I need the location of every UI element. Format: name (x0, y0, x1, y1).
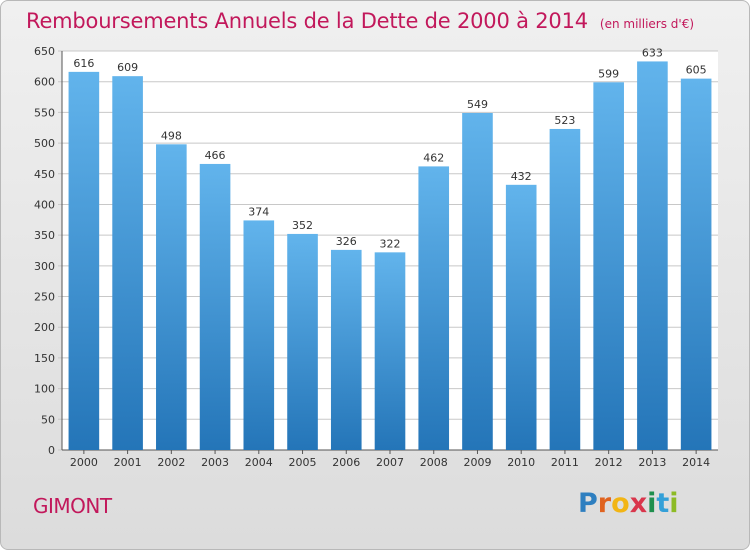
y-tick-label: 50 (41, 413, 55, 426)
data-label: 432 (511, 170, 532, 183)
data-label: 605 (686, 64, 707, 77)
data-label: 352 (292, 219, 313, 232)
data-label: 374 (248, 205, 269, 218)
data-label: 466 (205, 149, 226, 162)
bar-2014 (680, 78, 712, 450)
x-tick-label: 2014 (682, 456, 710, 469)
bar-2012 (593, 82, 624, 450)
bar-2000 (68, 71, 100, 451)
city-name: GIMONT (33, 494, 112, 518)
data-label: 549 (467, 98, 488, 111)
y-tick-label: 350 (34, 229, 55, 242)
bar-2007 (374, 252, 406, 450)
y-tick-label: 600 (34, 76, 55, 89)
y-tick-label: 550 (34, 106, 55, 119)
bar-2001 (112, 76, 143, 450)
y-tick-label: 250 (34, 291, 55, 304)
proxiti-logo: Proxiti (578, 488, 679, 519)
data-label: 633 (642, 46, 663, 59)
chart-title-text: Remboursements Annuels de la Dette de 20… (26, 9, 588, 33)
y-tick-label: 500 (34, 137, 55, 150)
x-tick-label: 2006 (332, 456, 360, 469)
x-tick-label: 2001 (114, 456, 142, 469)
logo-letter: i (647, 488, 657, 519)
x-tick-label: 2004 (245, 456, 273, 469)
x-tick-label: 2008 (420, 456, 448, 469)
bar-2011 (549, 128, 581, 450)
y-tick-label: 200 (34, 321, 55, 334)
bar-2003 (199, 163, 231, 450)
logo-letter: x (629, 488, 648, 519)
y-tick-label: 400 (34, 198, 55, 211)
y-tick-label: 450 (34, 168, 55, 181)
x-tick-label: 2005 (289, 456, 317, 469)
bar-2013 (637, 61, 668, 450)
bar-2008 (418, 166, 450, 450)
y-tick-label: 300 (34, 260, 55, 273)
data-label: 523 (554, 114, 575, 127)
chart-title: Remboursements Annuels de la Dette de 20… (26, 9, 694, 33)
bar-2010 (505, 184, 537, 450)
chart-subtitle: (en milliers d'€) (599, 17, 695, 31)
data-label: 322 (380, 237, 401, 250)
data-label: 609 (117, 61, 138, 74)
x-tick-label: 2010 (507, 456, 535, 469)
logo-letter: r (597, 488, 612, 519)
x-tick-label: 2009 (463, 456, 491, 469)
data-label: 616 (73, 57, 94, 70)
x-tick-label: 2011 (551, 456, 579, 469)
bar-2005 (287, 233, 318, 450)
y-tick-label: 100 (34, 383, 55, 396)
bar-2002 (156, 144, 187, 450)
data-label: 462 (423, 151, 444, 164)
y-tick-label: 0 (48, 444, 55, 457)
logo-letter: t (656, 488, 670, 519)
data-label: 326 (336, 235, 357, 248)
data-label: 498 (161, 129, 182, 142)
x-tick-label: 2012 (595, 456, 623, 469)
logo-letter: o (611, 488, 630, 519)
logo-letter: P (578, 488, 598, 519)
y-tick-label: 650 (34, 45, 55, 58)
x-tick-label: 2002 (157, 456, 185, 469)
data-label: 599 (598, 67, 619, 80)
bar-2009 (462, 112, 493, 450)
x-tick-label: 2000 (70, 456, 98, 469)
logo-letter: i (669, 488, 679, 519)
x-tick-label: 2007 (376, 456, 404, 469)
x-tick-label: 2003 (201, 456, 229, 469)
y-tick-label: 150 (34, 352, 55, 365)
bar-2006 (330, 249, 362, 450)
bar-2004 (243, 220, 275, 450)
x-tick-label: 2013 (638, 456, 666, 469)
